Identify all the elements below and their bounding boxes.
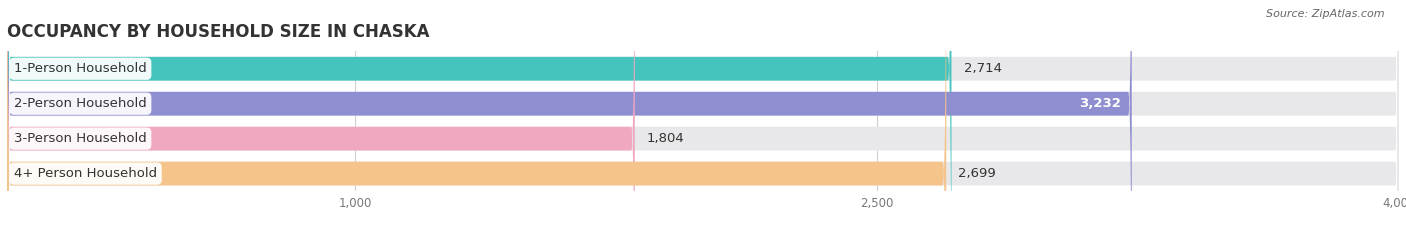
Text: 4+ Person Household: 4+ Person Household xyxy=(14,167,157,180)
FancyBboxPatch shape xyxy=(7,0,946,233)
Text: 1-Person Household: 1-Person Household xyxy=(14,62,146,75)
FancyBboxPatch shape xyxy=(7,0,1399,233)
Text: OCCUPANCY BY HOUSEHOLD SIZE IN CHASKA: OCCUPANCY BY HOUSEHOLD SIZE IN CHASKA xyxy=(7,23,429,41)
FancyBboxPatch shape xyxy=(7,0,952,233)
Text: 2,714: 2,714 xyxy=(963,62,1001,75)
FancyBboxPatch shape xyxy=(7,0,1399,233)
FancyBboxPatch shape xyxy=(7,0,1399,233)
Text: 2-Person Household: 2-Person Household xyxy=(14,97,146,110)
FancyBboxPatch shape xyxy=(7,0,1132,233)
Text: 1,804: 1,804 xyxy=(647,132,685,145)
Text: 2,699: 2,699 xyxy=(959,167,997,180)
FancyBboxPatch shape xyxy=(7,0,1399,233)
Text: 3,232: 3,232 xyxy=(1080,97,1121,110)
FancyBboxPatch shape xyxy=(7,0,634,233)
Text: 3-Person Household: 3-Person Household xyxy=(14,132,146,145)
Text: Source: ZipAtlas.com: Source: ZipAtlas.com xyxy=(1267,9,1385,19)
